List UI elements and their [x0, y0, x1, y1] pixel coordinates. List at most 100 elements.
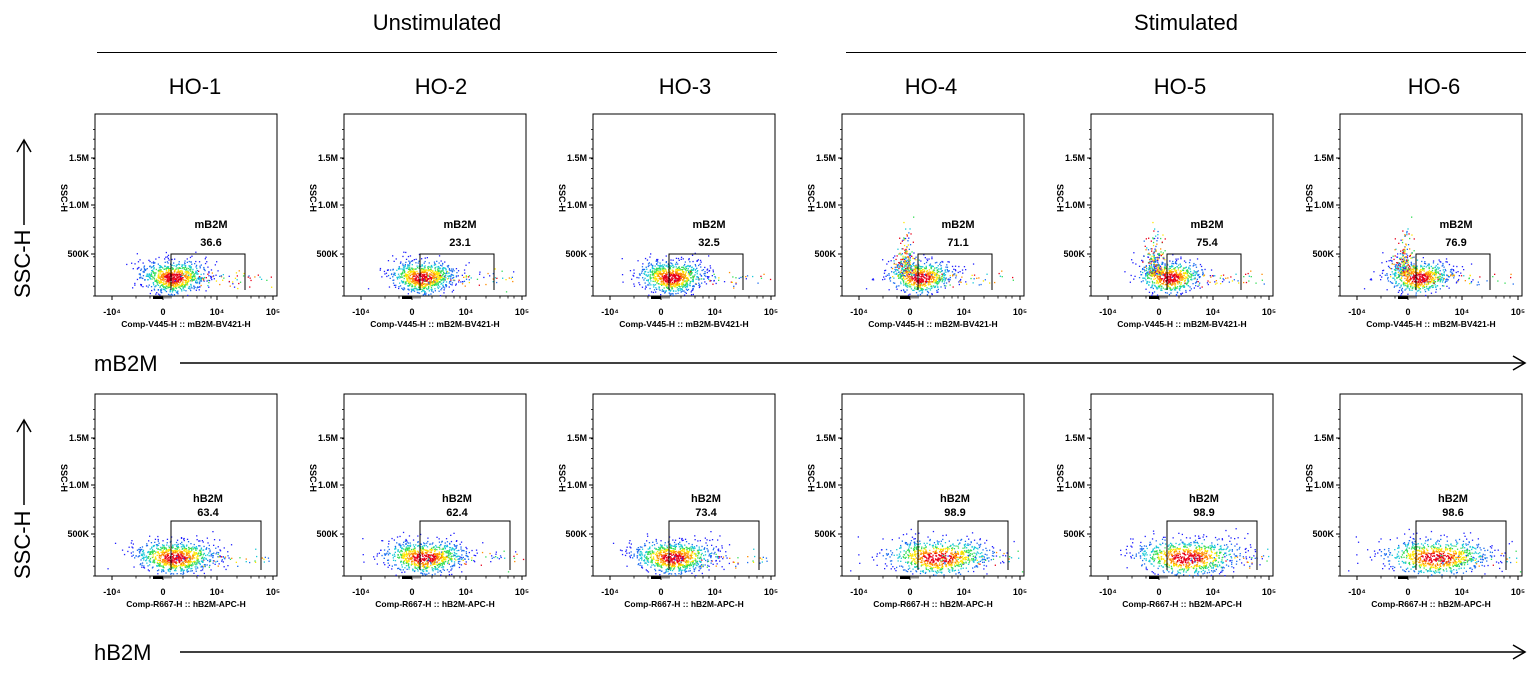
scatter-point	[657, 269, 659, 271]
scatter-point	[926, 274, 928, 277]
scatter-point	[644, 288, 646, 290]
scatter-point	[158, 271, 160, 273]
scatter-point	[1167, 264, 1169, 266]
scatter-point	[134, 284, 136, 286]
scatter-point	[154, 262, 156, 264]
scatter-point	[1426, 284, 1428, 286]
scatter-point	[1154, 270, 1157, 272]
scatter-point	[653, 289, 656, 291]
scatter-point	[1150, 275, 1152, 277]
scatter-point	[931, 285, 933, 287]
scatter-point	[692, 268, 695, 270]
scatter-point	[675, 272, 677, 274]
scatter-point	[661, 275, 663, 277]
scatter-point	[658, 273, 660, 275]
scatter-point	[452, 289, 455, 291]
scatter-point	[432, 291, 434, 293]
scatter-point	[1179, 289, 1181, 291]
scatter-point	[903, 221, 905, 224]
scatter-point	[151, 278, 153, 280]
scatter-point	[671, 285, 674, 288]
scatter-point	[913, 273, 915, 276]
x-tick-label: 0	[1405, 307, 1410, 317]
scatter-point	[926, 280, 928, 283]
scatter-point	[171, 274, 173, 276]
scatter-point	[670, 283, 672, 285]
scatter-point	[687, 273, 690, 275]
scatter-point	[1261, 273, 1263, 275]
scatter-point	[691, 272, 693, 274]
scatter-point	[177, 286, 179, 288]
scatter-point	[912, 262, 914, 265]
scatter-point	[434, 284, 436, 286]
scatter-point	[174, 269, 177, 271]
scatter-point	[396, 278, 399, 280]
scatter-point	[259, 276, 261, 278]
gate-percent: 23.1	[449, 237, 470, 249]
scatter-point	[166, 261, 168, 263]
scatter-point	[653, 286, 655, 288]
scatter-point	[1181, 292, 1184, 294]
scatter-point	[437, 272, 439, 274]
scatter-point	[952, 275, 954, 277]
scatter-point	[201, 277, 203, 279]
scatter-point	[1179, 266, 1181, 269]
scatter-point	[424, 273, 426, 275]
scatter-point	[942, 279, 944, 281]
scatter-point	[923, 269, 926, 271]
scatter-point	[452, 277, 454, 279]
scatter-point	[153, 265, 155, 267]
scatter-point	[174, 275, 176, 277]
scatter-point	[443, 271, 445, 274]
scatter-point	[174, 283, 177, 285]
scatter-point	[1158, 279, 1160, 281]
scatter-point	[188, 285, 190, 288]
scatter-point	[1162, 278, 1164, 280]
scatter-point	[191, 280, 194, 282]
scatter-point	[232, 283, 234, 285]
scatter-point	[435, 272, 438, 274]
scatter-point	[1158, 272, 1161, 274]
column-title-ho-6: HO-6	[1407, 74, 1461, 99]
scatter-point	[1399, 271, 1402, 274]
scatter-point	[901, 265, 903, 267]
scatter-point	[689, 272, 691, 274]
scatter-point	[938, 275, 941, 277]
x-tick-cluster	[900, 296, 910, 299]
scatter-point	[408, 267, 410, 269]
scatter-point	[690, 269, 692, 271]
scatter-point	[165, 276, 167, 279]
scatter-point	[907, 269, 909, 271]
scatter-point	[195, 264, 198, 267]
scatter-point	[189, 265, 191, 267]
scatter-point	[1169, 289, 1172, 291]
scatter-point	[908, 275, 911, 277]
scatter-point	[905, 257, 907, 259]
scatter-point	[1165, 268, 1167, 270]
scatter-point	[909, 253, 911, 256]
scatter-point	[420, 285, 422, 287]
x-axis-label: Comp-V445-H :: mB2M-BV421-H	[868, 319, 997, 329]
y-axis-label: SSC-H	[308, 184, 318, 212]
scatter-point	[1180, 283, 1182, 285]
scatter-point	[184, 262, 186, 264]
scatter-point	[405, 276, 407, 278]
scatter-point	[1174, 273, 1176, 275]
scatter-point	[195, 251, 197, 253]
scatter-point	[692, 280, 694, 283]
scatter-point	[1172, 260, 1174, 263]
scatter-point	[508, 277, 510, 279]
scatter-point	[660, 269, 662, 271]
scatter-point	[155, 258, 157, 260]
scatter-point	[691, 280, 694, 282]
scatter-point	[938, 279, 940, 281]
scatter-point	[924, 285, 926, 287]
scatter-point	[161, 266, 163, 268]
scatter-point	[505, 291, 508, 293]
scatter-point	[424, 257, 426, 259]
scatter-point	[1140, 271, 1142, 273]
scatter-point	[166, 267, 168, 269]
scatter-point	[175, 268, 177, 270]
scatter-point	[945, 285, 947, 287]
scatter-point	[656, 278, 658, 280]
